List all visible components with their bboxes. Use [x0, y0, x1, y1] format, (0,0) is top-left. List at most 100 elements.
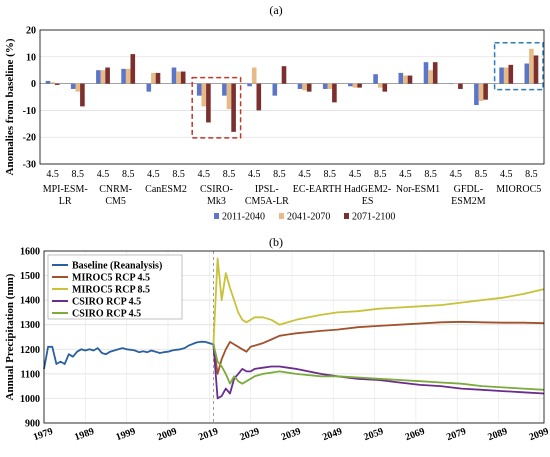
y-tick-label-a: 10	[26, 52, 36, 63]
y-tick-label-b: 900	[25, 419, 40, 430]
model-label: CNRM-	[99, 184, 132, 195]
rcp-label: 8.5	[172, 169, 185, 180]
y-tick-label-b: 1000	[20, 394, 40, 405]
bar	[231, 83, 236, 132]
rcp-label: 8.5	[525, 169, 538, 180]
bar	[206, 83, 211, 123]
frame-a	[39, 29, 545, 165]
x-tick-label-b: 2099	[528, 426, 550, 443]
model-label: Mk3	[207, 196, 226, 207]
y-tick-label-b: 1200	[20, 345, 40, 356]
model-label: MPI-ESM-	[43, 184, 88, 195]
bar	[332, 83, 337, 103]
bar	[407, 75, 413, 84]
model-label: ESM2M	[451, 196, 486, 207]
bar	[302, 83, 307, 91]
y-tick-label-b: 1100	[21, 369, 40, 380]
rcp-label: 8.5	[223, 169, 236, 180]
y-tick-label-b: 1400	[20, 296, 40, 307]
bar	[281, 66, 287, 84]
bar	[503, 67, 509, 84]
series-line	[212, 257, 545, 345]
y-tick-label-a: -30	[23, 160, 36, 171]
y-tick-label-b: 1300	[20, 320, 40, 331]
model-label: ES	[362, 196, 374, 207]
x-tick-label-b: 2089	[486, 426, 509, 443]
x-tick-label-b: 2039	[280, 426, 303, 443]
rcp-label: 4.5	[399, 169, 412, 180]
bar	[54, 83, 60, 85]
bar	[373, 74, 378, 84]
x-tick-label-b: 2049	[321, 426, 344, 443]
panel-a-label: (a)	[269, 3, 282, 17]
rcp-label: 4.5	[147, 169, 160, 180]
y-tick-label-b: 1600	[20, 247, 40, 258]
bar	[171, 67, 177, 84]
bar	[45, 80, 51, 84]
legend-label-b: Baseline (Reanalysis)	[72, 261, 162, 272]
legend-label-a: 2071-2100	[352, 212, 395, 223]
model-label: CM5	[105, 196, 126, 207]
y-tick-label-a: -10	[23, 106, 36, 117]
x-tick-label-b: 2019	[197, 426, 220, 443]
y-axis-label-b: Annual Precipitation (mm)	[4, 273, 16, 400]
model-label: CanESM2	[145, 184, 187, 195]
legend-label-b: CSIRO RCP 4.5	[72, 297, 141, 308]
x-tick-label-b: 2009	[156, 426, 179, 443]
rcp-label: 8.5	[122, 169, 135, 180]
bar	[196, 83, 202, 96]
bar	[322, 83, 328, 89]
bar	[125, 68, 131, 84]
bar	[251, 67, 257, 84]
panel-b-label: (b)	[269, 235, 283, 249]
bar	[474, 83, 479, 106]
bar	[121, 68, 126, 84]
bar	[508, 64, 514, 84]
model-label: EC-EARTH	[293, 184, 342, 195]
x-tick-label-b: 1989	[73, 426, 96, 443]
legend-b	[47, 254, 183, 320]
anomaly-bar-chart: 20 10 0 -10 -20 -30 4.5 8.5 4.5 8.5 4.5 8.5 4.5 8.5 4.…	[4, 26, 545, 207]
rcp-label: 8.5	[475, 169, 488, 180]
bar	[277, 83, 282, 85]
bar	[247, 83, 252, 87]
bar	[105, 67, 110, 84]
legend-swatch-a	[279, 213, 284, 219]
bar	[357, 83, 362, 88]
bar	[499, 67, 504, 84]
model-label: IPSL-	[255, 184, 279, 195]
legend-label-a: 2011-2040	[222, 212, 265, 223]
y-tick-label-a: -20	[23, 133, 36, 144]
bar	[155, 72, 161, 84]
bar	[428, 70, 433, 84]
model-label: HadGEM2-	[344, 184, 391, 195]
bar	[306, 83, 312, 92]
series-line	[212, 344, 545, 400]
model-label: MIOROC5	[496, 184, 541, 195]
bar	[398, 72, 404, 84]
rcp-label: 8.5	[324, 169, 337, 180]
x-tick-label-b: 2069	[404, 426, 427, 443]
legend-a: 2011-2040 2041-2070 2071-2100	[214, 212, 395, 223]
model-label: LR	[59, 196, 72, 207]
rcp-label: 4.5	[298, 169, 311, 180]
legend-label-b: MIROC5 RCP 8.5	[72, 285, 150, 296]
bar	[272, 83, 278, 96]
bar	[176, 71, 181, 84]
bar	[297, 83, 303, 89]
bar	[96, 70, 101, 84]
model-label: Nor-ESM1	[396, 184, 440, 195]
legend-swatch-a	[344, 213, 349, 219]
legend-label-a: 2041-2070	[287, 212, 330, 223]
y-tick-label-b: 1500	[20, 271, 40, 282]
bar	[458, 83, 463, 89]
rcp-label: 4.5	[500, 169, 513, 180]
bar	[453, 83, 459, 85]
bar	[75, 83, 81, 92]
model-label: CSIRO-	[200, 184, 233, 195]
rcp-label: 8.5	[273, 169, 286, 180]
model-label: GFDL-	[454, 184, 483, 195]
bar	[352, 83, 358, 88]
